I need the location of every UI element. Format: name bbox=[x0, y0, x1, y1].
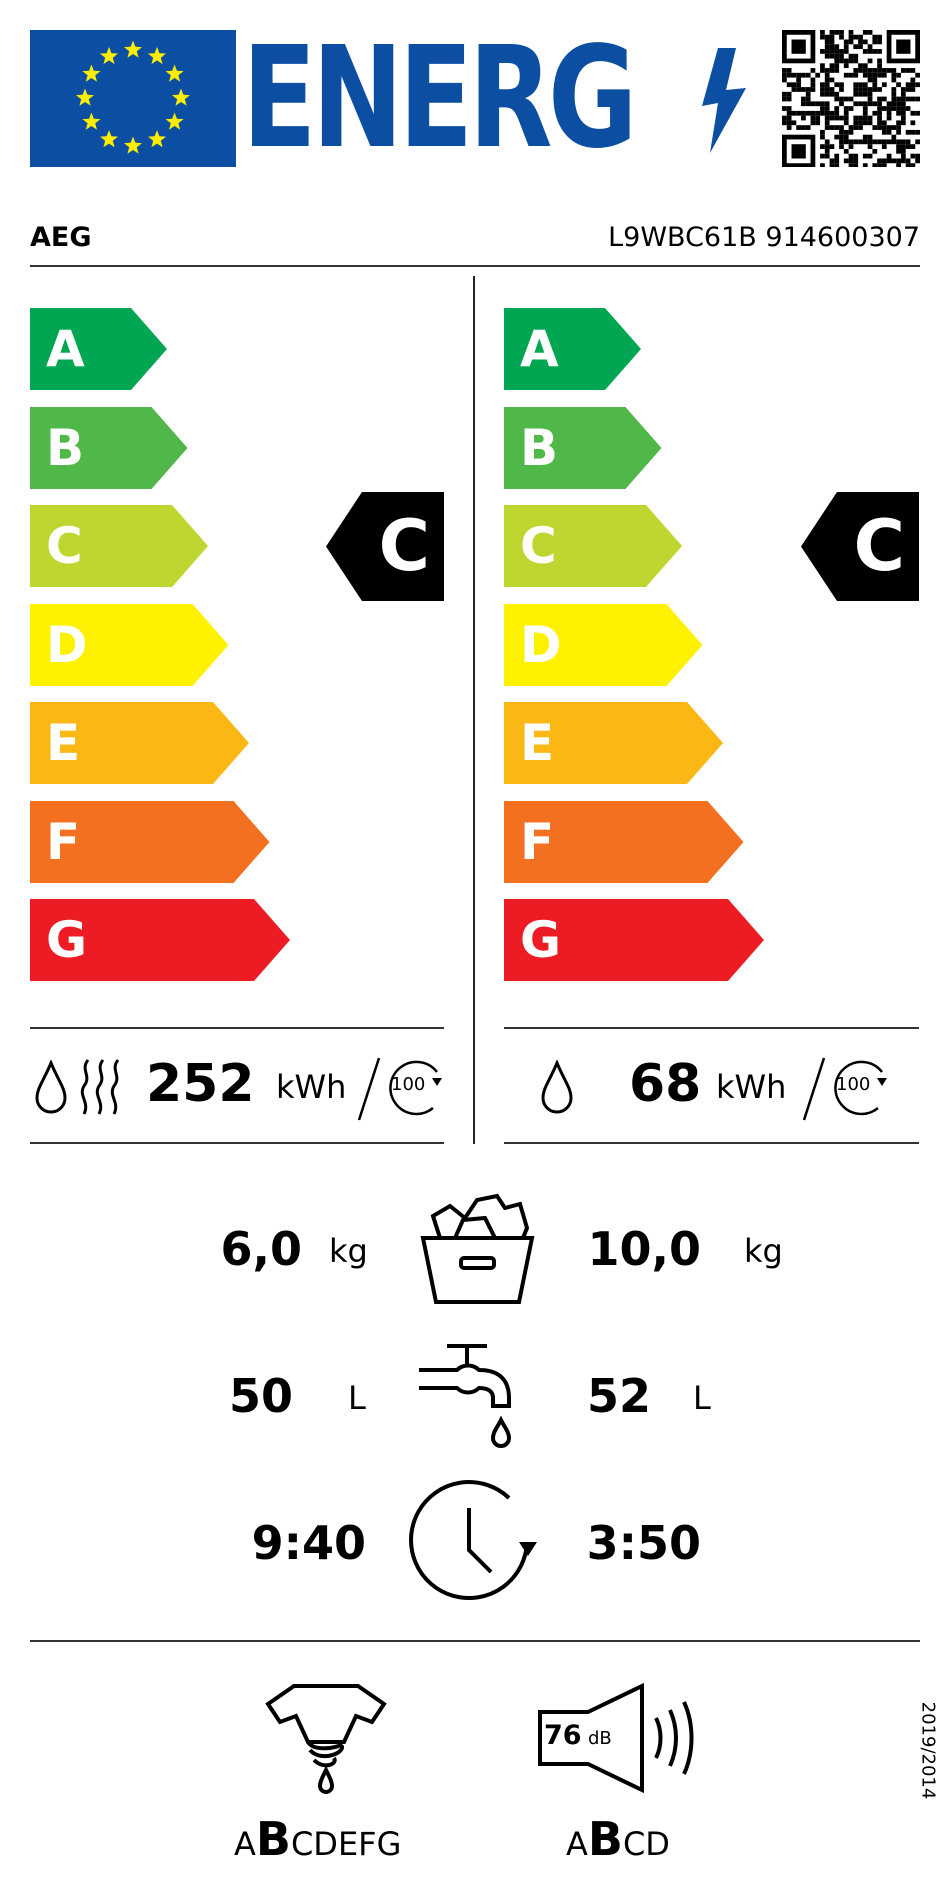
class-letter: G bbox=[46, 911, 88, 969]
class-letter: F bbox=[46, 812, 81, 871]
star-icon bbox=[148, 46, 166, 65]
noise-class: B bbox=[587, 1812, 623, 1866]
clock-icon bbox=[409, 1480, 537, 1601]
energy-class-bar-d: D bbox=[30, 603, 229, 686]
star-icon bbox=[165, 64, 184, 82]
star-icon bbox=[100, 46, 118, 65]
energy-class-bar-f: F bbox=[30, 800, 270, 883]
star-icon bbox=[82, 112, 101, 130]
class-letter: B bbox=[520, 418, 559, 477]
energy-class-indicator-wash: C bbox=[801, 492, 919, 601]
energy-class-bar-c: C bbox=[30, 505, 208, 587]
star-icon bbox=[124, 40, 142, 58]
water-wash: 52 bbox=[586, 1369, 651, 1423]
energy-class-bar-g: G bbox=[504, 899, 764, 981]
energy-class-bar-g: G bbox=[30, 899, 290, 981]
divider bbox=[30, 1027, 444, 1029]
vertical-divider bbox=[473, 276, 475, 1144]
energy-value-wash-dry: 252 bbox=[146, 1054, 255, 1114]
spin-class-scale: ABCDEFG bbox=[234, 1812, 401, 1866]
class-letter: C bbox=[46, 517, 83, 575]
class-letter: D bbox=[520, 615, 562, 674]
energy-class-bar-a: A bbox=[30, 308, 167, 390]
energy-class-indicator-wash-dry: C bbox=[326, 492, 444, 601]
divider bbox=[30, 1142, 444, 1144]
class-letter: G bbox=[520, 911, 562, 969]
star-icon bbox=[148, 130, 166, 148]
spin-classes-before: A bbox=[234, 1825, 256, 1863]
star-icon bbox=[124, 136, 142, 154]
water-unit: L bbox=[693, 1379, 711, 1417]
noise-classes-before: A bbox=[566, 1825, 588, 1863]
spin-drying-shirt-icon bbox=[265, 1684, 387, 1794]
energy-class-bar-f: F bbox=[504, 800, 744, 883]
qr-code-icon[interactable] bbox=[782, 30, 920, 167]
noise-class-scale: ABCD bbox=[566, 1812, 670, 1866]
water-drop-icon bbox=[541, 1060, 573, 1114]
spin-classes-after: CDEFG bbox=[290, 1825, 402, 1863]
noise-value: 76 bbox=[544, 1720, 582, 1751]
divider bbox=[30, 1640, 920, 1642]
model-identifier: L9WBC61B 914600307 bbox=[608, 222, 920, 253]
energy-class-bar-b: B bbox=[30, 406, 188, 489]
heat-waves-icon bbox=[80, 1059, 120, 1115]
class-letter: E bbox=[520, 714, 555, 772]
star-icon bbox=[82, 64, 101, 82]
supplier-name: AEG bbox=[30, 222, 92, 253]
divider bbox=[504, 1027, 919, 1029]
star-icon bbox=[172, 88, 190, 106]
energy-class-bar-c: C bbox=[504, 505, 682, 587]
class-letter: D bbox=[46, 615, 88, 674]
water-unit: L bbox=[348, 1379, 366, 1417]
per-100-cycles-icon: 100 bbox=[357, 1057, 442, 1121]
energy-class-bar-b: B bbox=[504, 406, 662, 489]
star-icon bbox=[100, 130, 118, 148]
indicator-letter: C bbox=[853, 505, 905, 587]
star-icon bbox=[165, 112, 184, 130]
energy-class-bar-e: E bbox=[504, 702, 723, 784]
class-letter: C bbox=[520, 517, 557, 575]
class-letter: A bbox=[520, 320, 559, 378]
capacity-unit: kg bbox=[329, 1232, 368, 1270]
star-icon bbox=[76, 88, 94, 106]
speaker-noise-icon bbox=[538, 1682, 694, 1794]
duration-wash: 3:50 bbox=[586, 1516, 701, 1570]
eu-flag-icon bbox=[30, 30, 236, 167]
noise-unit: dB bbox=[588, 1728, 612, 1749]
indicator-letter: C bbox=[378, 505, 430, 587]
class-letter: A bbox=[46, 320, 85, 378]
class-letter: F bbox=[520, 812, 555, 871]
per-100-cycles-icon: 100 bbox=[802, 1057, 887, 1121]
spin-class: B bbox=[255, 1812, 291, 1866]
water-drop-icon bbox=[35, 1060, 67, 1114]
energy-unit: kWh bbox=[716, 1068, 787, 1106]
water-tap-icon bbox=[419, 1344, 512, 1448]
duration-wash-dry: 9:40 bbox=[251, 1516, 366, 1570]
water-wash-dry: 50 bbox=[228, 1369, 293, 1423]
capacity-wash: 10,0 bbox=[587, 1222, 702, 1276]
cycles-count: 100 bbox=[836, 1074, 871, 1095]
energy-class-bar-d: D bbox=[504, 603, 703, 686]
class-letter: E bbox=[46, 714, 81, 772]
laundry-basket-icon bbox=[420, 1193, 535, 1304]
capacity-unit: kg bbox=[744, 1232, 783, 1270]
energy-value-wash: 68 bbox=[629, 1054, 702, 1114]
energy-logo-text: ENERG bbox=[242, 17, 638, 180]
energy-unit: kWh bbox=[276, 1068, 347, 1106]
energy-class-bar-e: E bbox=[30, 702, 249, 784]
header-divider bbox=[30, 265, 920, 267]
noise-classes-after: CD bbox=[622, 1825, 670, 1863]
divider bbox=[504, 1142, 919, 1144]
capacity-wash-dry: 6,0 bbox=[220, 1222, 303, 1276]
cycles-count: 100 bbox=[391, 1074, 426, 1095]
energy-class-bar-a: A bbox=[504, 308, 641, 390]
regulation-number: 2019/2014 bbox=[917, 1701, 939, 1800]
lightning-icon bbox=[702, 48, 746, 153]
class-letter: B bbox=[46, 418, 85, 477]
